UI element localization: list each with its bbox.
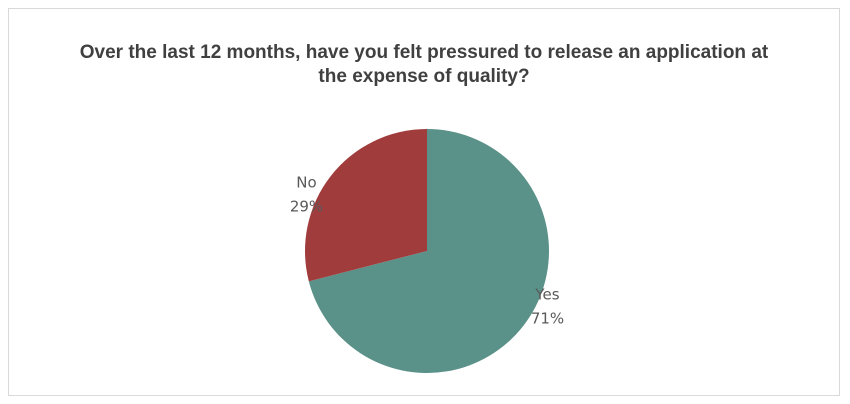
category-label: Yes	[534, 286, 559, 304]
pie-slice	[308, 129, 549, 373]
value-label: 29%	[290, 197, 323, 215]
value-label: 71%	[531, 310, 564, 328]
pie-slice	[304, 129, 427, 282]
category-label: No	[296, 173, 316, 191]
chart: Yes 71% No 29%	[290, 129, 564, 373]
chart-frame: Over the last 12 months, have you felt p…	[8, 8, 840, 396]
chart-title: Over the last 12 months, have you felt p…	[79, 42, 769, 87]
